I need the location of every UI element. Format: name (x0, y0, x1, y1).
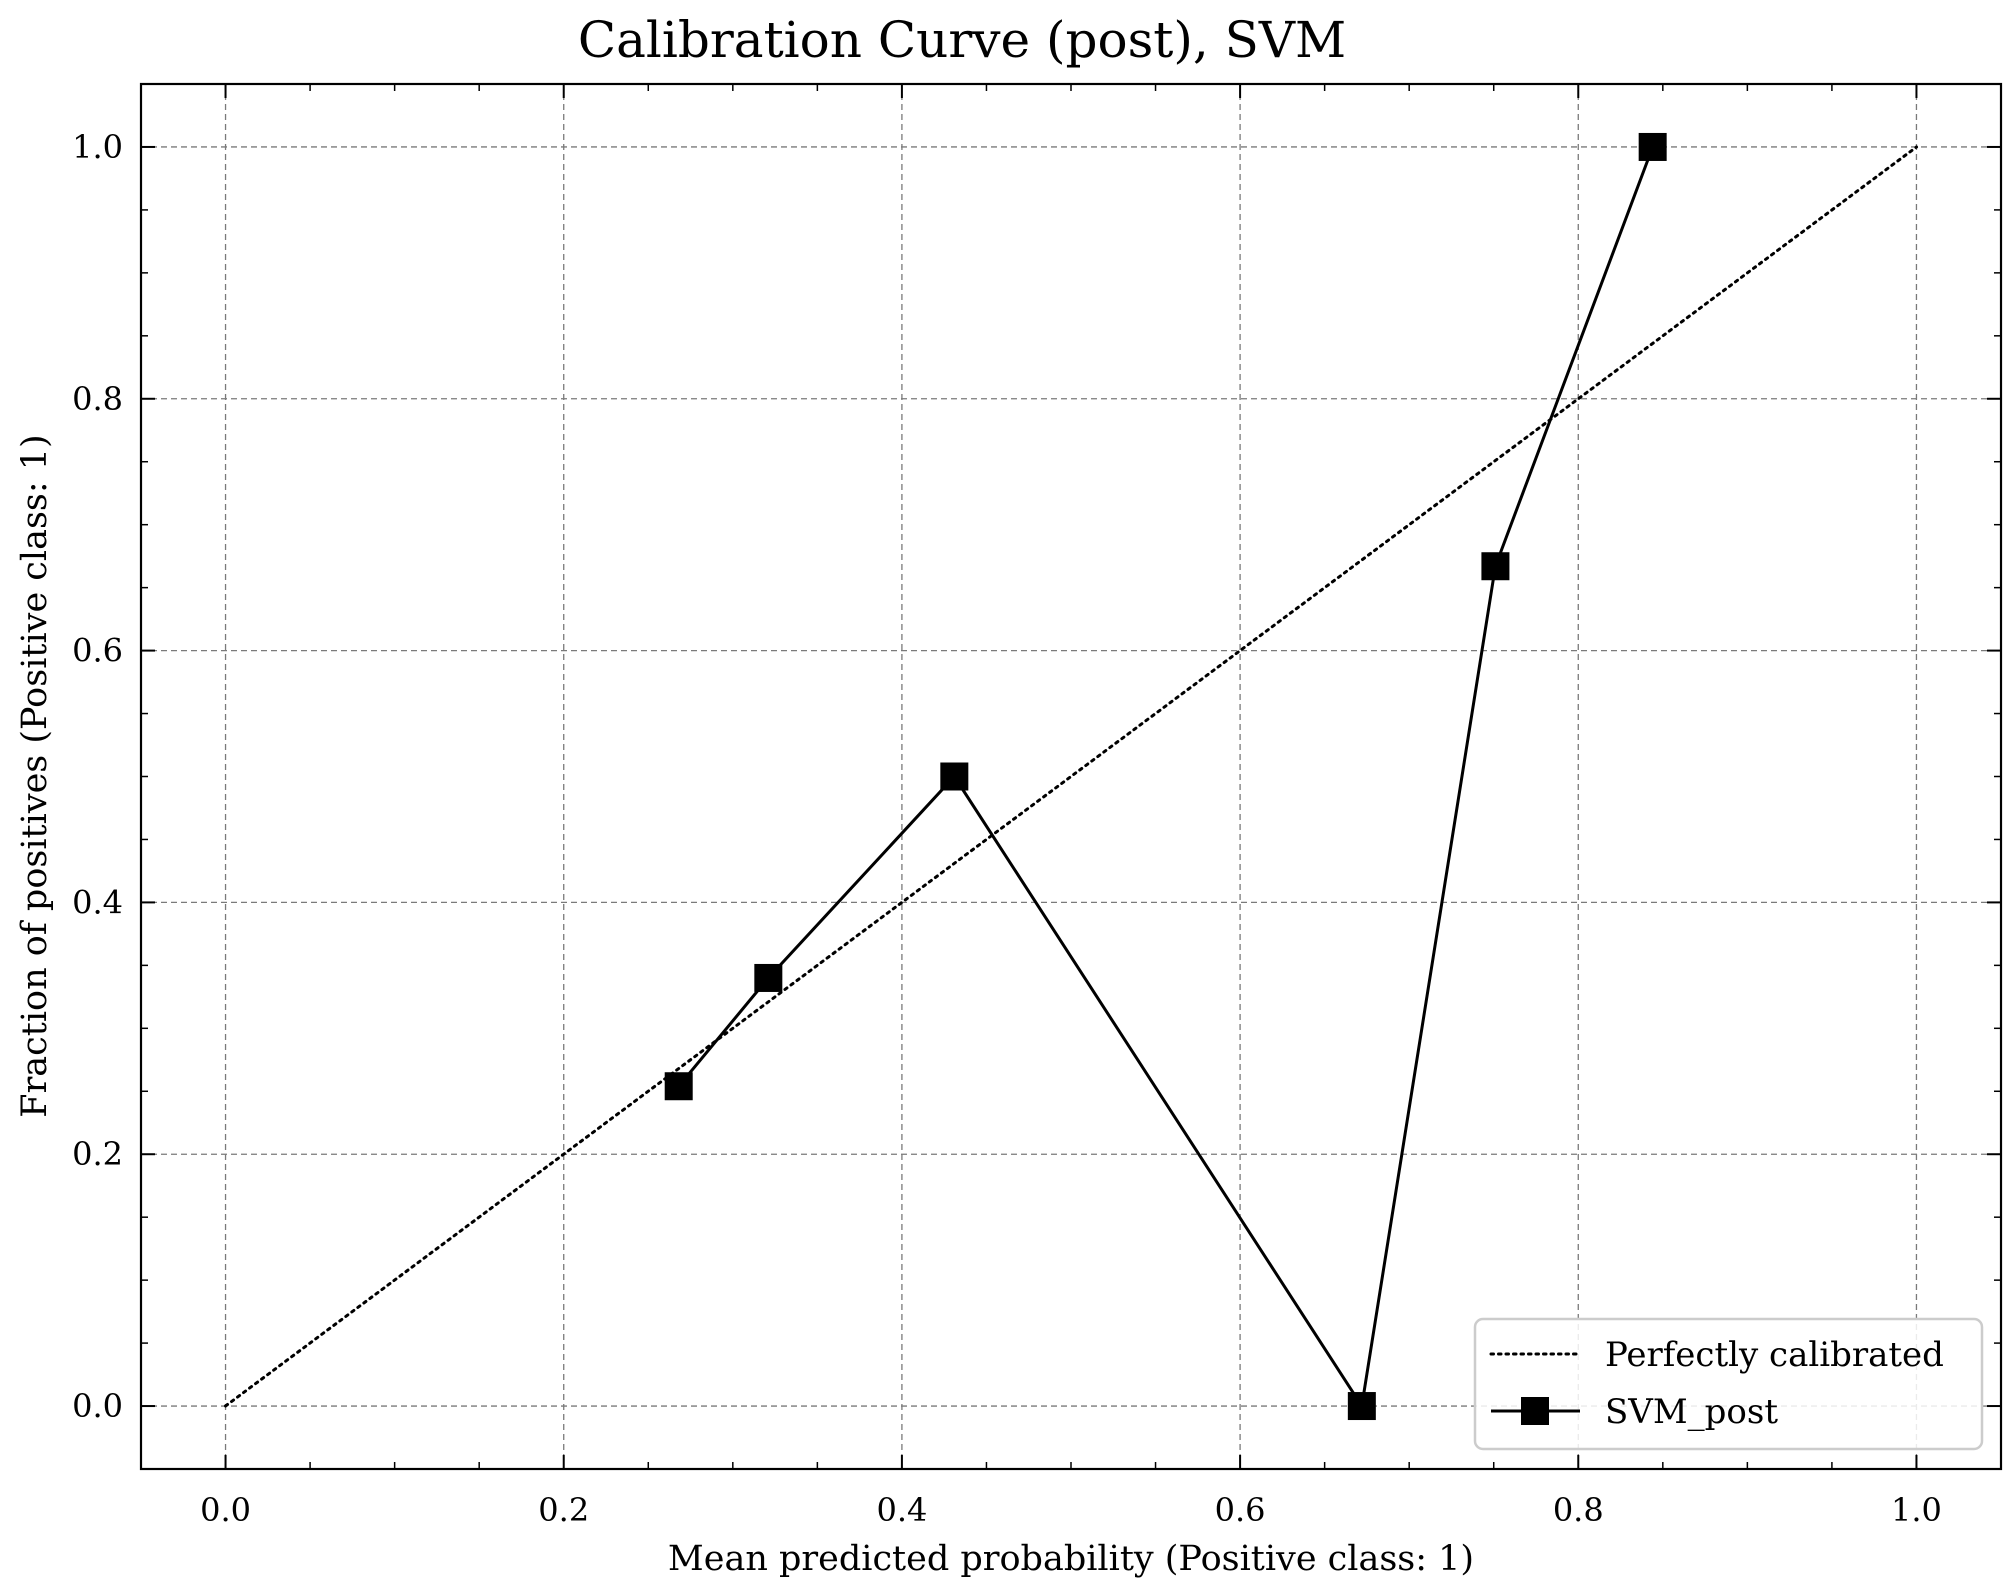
y-tick-labels: 0.0 0.2 0.4 0.6 0.8 1.0 (72, 128, 123, 1425)
legend-label: SVM_post (1605, 1392, 1778, 1432)
svm-post-point (1481, 552, 1510, 581)
svm-post-point (664, 1072, 693, 1101)
tick-marks (141, 84, 2001, 1469)
x-tick-label: 0.8 (1553, 1491, 1604, 1529)
svm-post-point (1638, 132, 1667, 161)
x-tick-label: 0.0 (200, 1491, 251, 1529)
y-tick-label: 1.0 (72, 128, 123, 166)
chart-title: Calibration Curve (post), SVM (578, 11, 1346, 69)
x-tick-label: 0.6 (1215, 1491, 1266, 1529)
legend-label: Perfectly calibrated (1605, 1335, 1944, 1375)
y-tick-label: 0.4 (72, 883, 123, 921)
x-tick-label: 1.0 (1891, 1491, 1942, 1529)
x-axis-label: Mean predicted probability (Positive cla… (668, 1539, 1474, 1579)
legend-box (1473, 1317, 1984, 1451)
x-tick-label: 0.4 (876, 1491, 927, 1529)
y-axis-label: Fraction of positives (Positive class: 1… (15, 434, 55, 1117)
svm-post-point (754, 963, 783, 992)
perfect-calibration-line (224, 145, 1918, 1408)
y-tick-label: 0.0 (72, 1387, 123, 1425)
x-tick-labels: 0.0 0.2 0.4 0.6 0.8 1.0 (200, 1491, 1942, 1529)
grid (141, 84, 2001, 1469)
svm-post-line (677, 146, 1655, 1411)
y-tick-label: 0.8 (72, 380, 123, 418)
reference-line-layer (224, 145, 1918, 1408)
y-tick-label: 0.6 (72, 632, 123, 670)
series-layer (664, 132, 1667, 1421)
svm-post-point (1347, 1392, 1376, 1421)
legend-marker (1521, 1397, 1549, 1425)
y-tick-label: 0.2 (72, 1135, 123, 1173)
legend: Perfectly calibrated SVM_post (1473, 1317, 1984, 1451)
x-tick-label: 0.2 (538, 1491, 589, 1529)
svm-post-point (940, 762, 969, 791)
